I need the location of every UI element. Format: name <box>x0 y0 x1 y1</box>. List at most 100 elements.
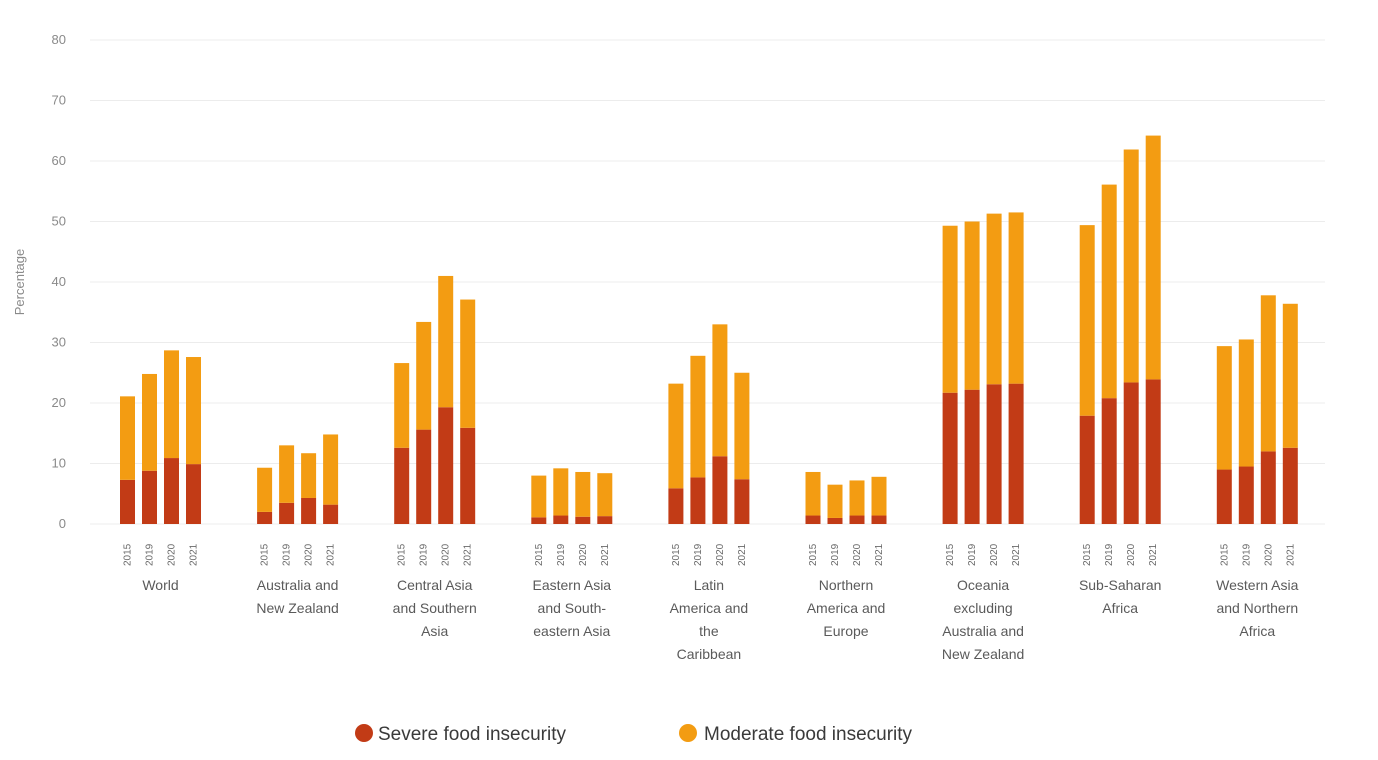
bar-severe <box>668 488 684 524</box>
x-category-label: Caribbean <box>677 646 742 662</box>
x-category-label: eastern Asia <box>533 623 610 639</box>
bar-moderate <box>712 324 728 457</box>
bar-severe <box>1216 469 1232 524</box>
bar-severe <box>257 511 273 524</box>
bar-severe <box>1238 466 1254 524</box>
x-category-label: Europe <box>823 623 868 639</box>
bar-severe <box>871 515 887 524</box>
x-category-label: and Northern <box>1216 600 1298 616</box>
bar-severe <box>942 392 958 524</box>
bar-moderate <box>942 225 958 393</box>
x-category-label: Africa <box>1102 600 1138 616</box>
x-year-label: 2021 <box>1148 543 1159 566</box>
bar-severe <box>142 470 157 524</box>
bar-moderate <box>1123 149 1139 383</box>
bar-moderate <box>690 355 706 478</box>
bar-moderate <box>301 453 317 498</box>
x-category-label: excluding <box>954 600 1013 616</box>
x-year-label: 2019 <box>282 543 293 566</box>
x-category-label: America and <box>670 600 749 616</box>
bar-moderate <box>1216 346 1232 470</box>
x-year-label: 2020 <box>1126 543 1137 566</box>
bar-severe <box>120 479 135 524</box>
bar-moderate <box>323 434 339 505</box>
x-year-label: 2020 <box>852 543 863 566</box>
bar-severe <box>712 456 728 524</box>
x-year-label: 2021 <box>1011 543 1022 566</box>
bar-severe <box>575 516 591 524</box>
x-category-label: New Zealand <box>256 600 339 616</box>
x-year-label: 2020 <box>715 543 726 566</box>
x-year-label: 2021 <box>600 543 611 566</box>
bar-severe <box>1101 398 1117 524</box>
bar-moderate <box>1008 212 1024 384</box>
bar-severe <box>460 427 476 524</box>
x-year-label: 2015 <box>534 543 545 566</box>
bar-severe <box>186 464 201 524</box>
bar-severe <box>805 515 821 524</box>
bar-severe <box>1079 415 1095 524</box>
bar-moderate <box>164 350 179 459</box>
bar-severe <box>164 458 179 524</box>
legend-label-severe: Severe food insecurity <box>378 724 566 745</box>
bar-severe <box>394 447 410 524</box>
bar-moderate <box>394 363 410 448</box>
x-year-label: 2021 <box>1285 543 1296 566</box>
x-category-label: and South- <box>538 600 607 616</box>
legend-label-moderate: Moderate food insecurity <box>704 724 913 745</box>
bar-severe <box>986 384 1002 524</box>
x-category-label: Latin <box>694 577 724 593</box>
x-year-label: 2021 <box>326 543 337 566</box>
bar-severe <box>690 477 706 524</box>
y-tick-label: 60 <box>52 153 66 168</box>
bar-moderate <box>964 221 980 390</box>
legend-marker-severe <box>355 724 373 742</box>
bar-moderate <box>575 471 591 517</box>
bar-severe <box>1123 382 1139 524</box>
bar-severe <box>553 515 569 524</box>
bar-severe <box>1282 447 1298 524</box>
bar-severe <box>964 389 980 524</box>
y-tick-label: 20 <box>52 395 66 410</box>
bar-moderate <box>279 445 295 503</box>
bar-severe <box>531 517 547 524</box>
bar-moderate <box>142 373 157 471</box>
x-year-label: 2021 <box>189 543 200 566</box>
x-category-label: World <box>142 577 178 593</box>
y-tick-label: 0 <box>59 516 66 531</box>
bar-severe <box>849 515 865 524</box>
y-tick-label: 30 <box>52 335 66 350</box>
y-tick-label: 10 <box>52 456 66 471</box>
bar-moderate <box>438 275 454 408</box>
bar-moderate <box>460 299 476 428</box>
x-category-label: Northern <box>819 577 873 593</box>
bar-severe <box>1145 379 1161 524</box>
x-year-label: 2019 <box>967 543 978 566</box>
bar-severe <box>279 502 295 524</box>
bar-moderate <box>597 473 613 517</box>
x-year-label: 2015 <box>945 543 956 566</box>
x-year-label: 2019 <box>830 543 841 566</box>
x-year-label: 2015 <box>808 543 819 566</box>
bar-severe <box>827 517 843 524</box>
bar-moderate <box>827 484 843 518</box>
bar-severe <box>438 407 454 524</box>
x-category-label: Western Asia <box>1216 577 1298 593</box>
bar-moderate <box>986 213 1002 385</box>
x-year-label: 2020 <box>1263 543 1274 566</box>
bar-severe <box>1260 451 1276 524</box>
x-category-label: Asia <box>421 623 448 639</box>
bar-moderate <box>553 468 569 516</box>
x-category-label: Australia and <box>257 577 339 593</box>
x-year-label: 2020 <box>578 543 589 566</box>
x-year-label: 2019 <box>1241 543 1252 566</box>
x-category-label: America and <box>807 600 886 616</box>
bar-moderate <box>849 480 865 516</box>
bar-moderate <box>186 357 201 465</box>
bar-severe <box>597 516 613 524</box>
bar-moderate <box>1260 295 1276 452</box>
bar-moderate <box>531 475 547 518</box>
x-year-label: 2020 <box>304 543 315 566</box>
